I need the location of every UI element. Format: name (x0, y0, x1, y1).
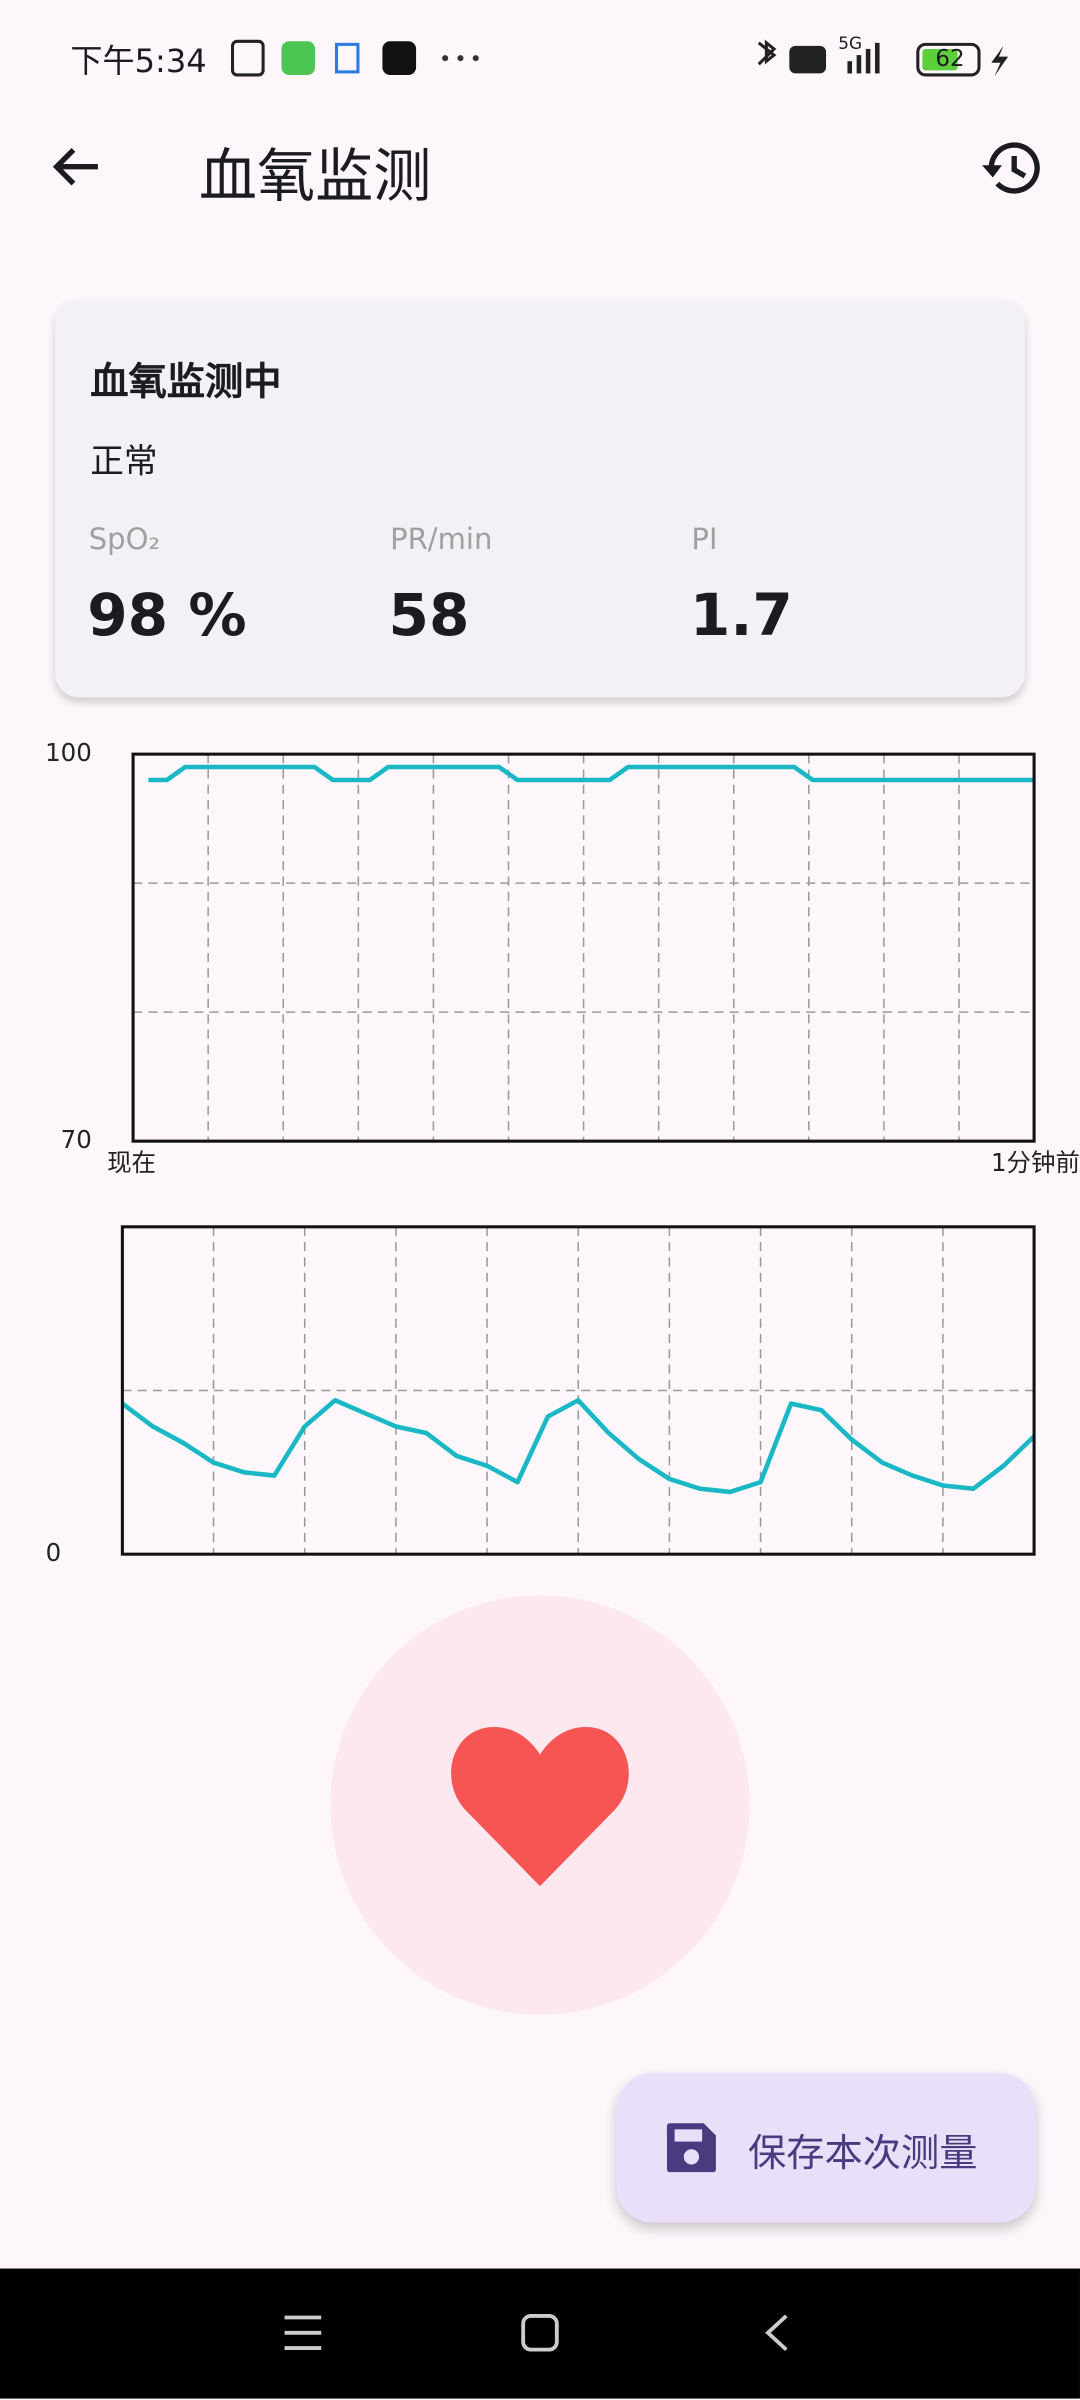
status-icons (230, 39, 479, 77)
metric-value: 1.7 (689, 581, 793, 649)
system-icons (757, 39, 1009, 77)
metric-label: PR/min (390, 523, 493, 557)
x-tick-label: 现在 (107, 1148, 156, 1177)
x-tick-label: 1分钟前 (991, 1148, 1080, 1177)
back-button[interactable] (46, 138, 107, 199)
history-button[interactable] (979, 135, 1046, 202)
y-tick-label: 100 (45, 738, 92, 767)
status-time: 下午5:34 (70, 42, 207, 80)
heart-indicator (330, 1595, 750, 2015)
data-line (121, 1397, 1036, 1495)
plot-frame (120, 1225, 1036, 1556)
navigation-bar (0, 2268, 1080, 2399)
battery-level: 62 (935, 44, 965, 72)
save-label: 保存本次测量 (748, 2130, 978, 2176)
metric-label: SpO₂ (88, 523, 161, 557)
metric-label: PI (691, 523, 718, 557)
plot-frame (131, 752, 1036, 1143)
charts: 70 100 现在 1分钟前 0 (45, 738, 1080, 1567)
status-card (55, 299, 1025, 698)
nav-icons (284, 2314, 788, 2352)
metric-value: 58 (388, 581, 470, 649)
card-title: 血氧监测中 (90, 359, 282, 404)
y-tick-label: 0 (46, 1538, 62, 1567)
network-type: 5G (838, 33, 863, 54)
page-title: 血氧监测 (198, 142, 432, 210)
data-line (148, 764, 1035, 783)
y-tick-label: 70 (61, 1125, 92, 1154)
card-status: 正常 (90, 443, 158, 482)
metric-value: 98 % (87, 581, 247, 649)
save-icon (666, 2123, 716, 2173)
